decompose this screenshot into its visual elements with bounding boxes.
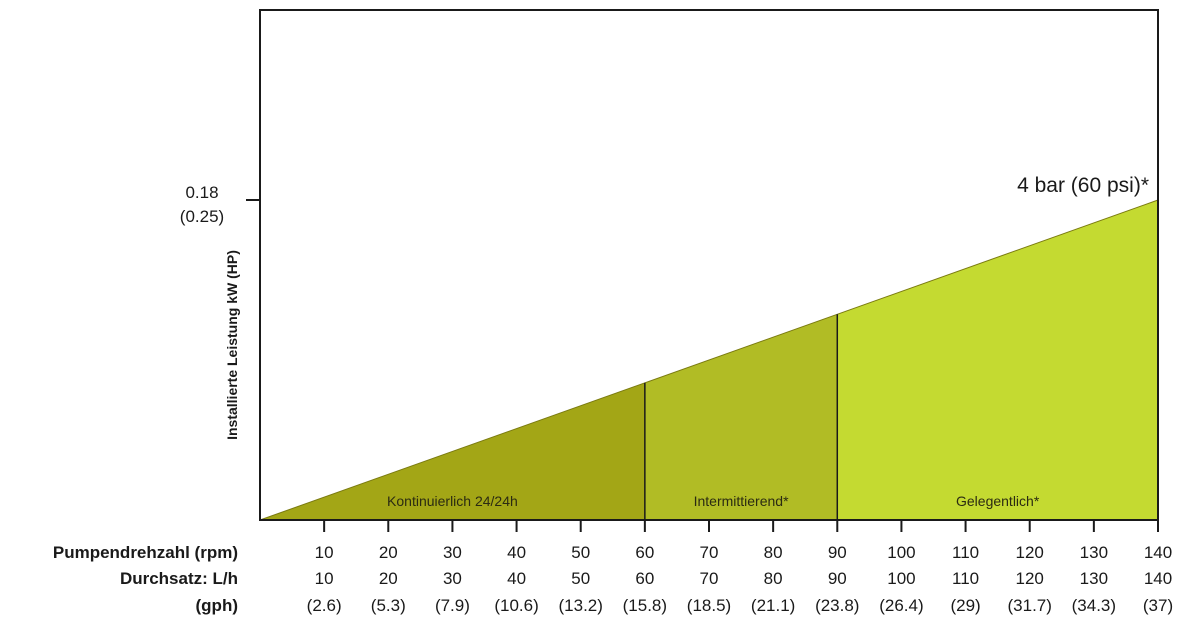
y-tick-label: 0.18 xyxy=(185,183,218,202)
row-label-flow-lh: Durchsatz: L/h xyxy=(120,569,238,588)
x-tick-label: (5.3) xyxy=(371,596,406,615)
x-tick-label: 50 xyxy=(571,569,590,588)
x-tick-label: 120 xyxy=(1016,569,1044,588)
x-tick-label: 60 xyxy=(635,543,654,562)
x-tick-label: 20 xyxy=(379,543,398,562)
x-tick-label: 10 xyxy=(315,543,334,562)
row-label-rpm: Pumpendrehzahl (rpm) xyxy=(53,543,238,562)
x-tick-labels: 10 20 30 40 50 60 70 80 90 100 110 120 130 140 10 20 30 4… xyxy=(307,543,1173,615)
x-tick-label: 40 xyxy=(507,569,526,588)
x-tick-label: 140 xyxy=(1144,543,1172,562)
x-tick-label: 80 xyxy=(764,569,783,588)
x-tick-label: 90 xyxy=(828,543,847,562)
x-tick-label: (18.5) xyxy=(687,596,731,615)
x-tick-label: (23.8) xyxy=(815,596,859,615)
x-tick-label: 110 xyxy=(952,543,979,562)
x-ticks xyxy=(323,520,1159,532)
x-tick-label: 70 xyxy=(700,569,719,588)
curve-label: 4 bar (60 psi)* xyxy=(1017,174,1149,197)
zone-label-2: Gelegentlich* xyxy=(956,493,1040,509)
y-tick-sublabel: (0.25) xyxy=(180,207,224,226)
zone-labels: Kontinuierlich 24/24h Intermittierend* Gel… xyxy=(387,493,1040,509)
x-tick-label: 110 xyxy=(952,569,979,588)
zone-label-1: Intermittierend* xyxy=(694,493,789,509)
curve-line xyxy=(259,199,1159,521)
x-tick-label: 90 xyxy=(828,569,847,588)
x-tick-label: 30 xyxy=(443,543,462,562)
zone-dividers xyxy=(644,314,839,520)
y-axis-title: Installierte Leistung kW (HP) xyxy=(224,250,240,440)
x-tick-label: (31.7) xyxy=(1008,596,1052,615)
x-tick-label: (34.3) xyxy=(1072,596,1116,615)
x-tick-label: 30 xyxy=(443,569,462,588)
zone-area-2 xyxy=(837,200,1158,520)
x-tick-label: 80 xyxy=(764,543,783,562)
x-tick-label: 130 xyxy=(1080,569,1108,588)
x-tick-label: (13.2) xyxy=(559,596,603,615)
zone-area-1 xyxy=(644,314,838,520)
x-tick-label: 100 xyxy=(887,569,915,588)
x-tick-label: (2.6) xyxy=(307,596,342,615)
zone-label-0: Kontinuierlich 24/24h xyxy=(387,493,518,509)
x-tick-label: 40 xyxy=(507,543,526,562)
row-label-flow-gph: (gph) xyxy=(196,596,238,615)
x-tick-label: 70 xyxy=(700,543,719,562)
x-tick-label: 130 xyxy=(1080,543,1108,562)
x-tick-label: 100 xyxy=(887,543,915,562)
x-tick-label: 20 xyxy=(379,569,398,588)
x-tick-label: (29) xyxy=(950,596,980,615)
x-tick-label: 10 xyxy=(315,569,334,588)
x-tick-label: (26.4) xyxy=(879,596,923,615)
x-tick-label: 60 xyxy=(635,569,654,588)
zones-layer xyxy=(259,199,1159,521)
x-tick-label: (7.9) xyxy=(435,596,470,615)
x-tick-label: 120 xyxy=(1016,543,1044,562)
x-tick-label: 50 xyxy=(571,543,590,562)
x-tick-label: (37) xyxy=(1143,596,1173,615)
x-tick-label: (10.6) xyxy=(494,596,538,615)
x-tick-label: (15.8) xyxy=(623,596,667,615)
x-tick-label: 140 xyxy=(1144,569,1172,588)
x-tick-label: (21.1) xyxy=(751,596,795,615)
